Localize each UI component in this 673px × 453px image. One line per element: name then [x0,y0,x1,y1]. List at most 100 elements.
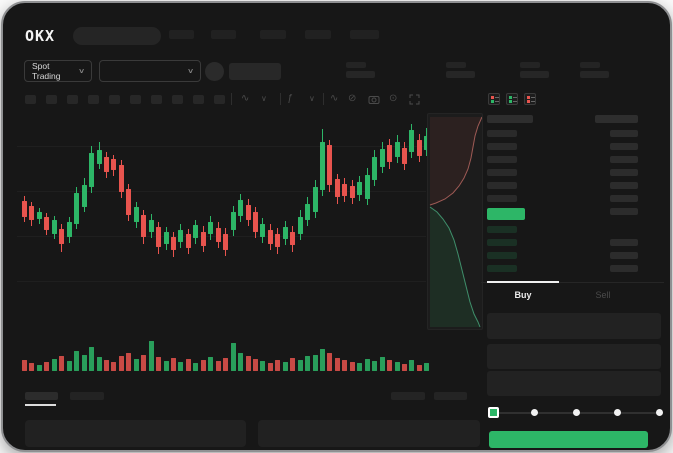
toolbar-item-placeholder[interactable] [67,95,78,104]
order-input-placeholder[interactable] [487,344,661,369]
toolbar-item-placeholder[interactable] [214,95,225,104]
volume-bar [133,359,139,371]
volume-bar [320,349,325,371]
market-type-dropdown[interactable]: Spot Trading ∨ [24,60,92,82]
candle-body [357,182,363,195]
buy-button[interactable] [489,431,648,448]
icon-bar-bottom [491,100,494,103]
nav-item-placeholder[interactable] [305,30,331,39]
order-input-placeholder[interactable] [487,371,661,396]
volume-bar [193,363,199,371]
fullscreen-icon[interactable] [409,94,420,105]
ask-amount-row [610,169,638,176]
candle-body [81,185,87,207]
toolbar-item-placeholder[interactable] [172,95,183,104]
ask-price-row[interactable] [487,169,517,176]
stat-label-placeholder [520,62,540,68]
bid-price-row[interactable] [487,265,517,272]
candle-body [171,237,176,250]
bid-price-row[interactable] [487,226,517,233]
volume-bar [424,363,430,371]
nav-item-placeholder[interactable] [350,30,379,39]
toolbar-item-placeholder[interactable] [130,95,141,104]
volume-bar [200,360,206,371]
candle-body [230,212,236,230]
order-input-placeholder[interactable] [487,313,661,339]
slider-step-dot[interactable] [531,409,538,416]
camera-icon[interactable] [368,94,380,104]
volume-bar [290,358,296,371]
candlestick-chart[interactable] [17,113,430,333]
search-input[interactable] [73,27,161,45]
volume-bar [297,360,303,371]
volume-bar [22,360,27,371]
ask-price-row[interactable] [487,182,517,189]
ask-price-row[interactable] [487,130,517,137]
ask-price-row[interactable] [487,143,517,150]
toolbar-item-placeholder[interactable] [46,95,57,104]
candle-body [178,230,184,242]
chevron-down-icon[interactable]: ∨ [309,94,315,103]
volume-bar [260,361,266,371]
chevron-down-icon[interactable]: ∨ [261,94,267,103]
toolbar-item-placeholder[interactable] [25,95,36,104]
ask-price-row[interactable] [487,156,517,163]
volume-bar [387,360,393,371]
bottom-tab-active[interactable] [25,392,58,400]
icon-bar-top [527,96,530,99]
volume-bar [156,357,162,371]
volume-bar [185,359,191,371]
candle-body [200,232,206,246]
candle-body [372,157,378,180]
bottom-tab-indicator [25,404,56,406]
bid-price-row[interactable] [487,239,517,246]
eraser-icon[interactable]: ⊘ [348,93,357,104]
stat-label-placeholder [346,62,366,68]
slider-handle[interactable] [488,407,499,418]
stat-value-placeholder [446,71,475,78]
candle-body [394,142,400,157]
volume-bar [379,357,385,371]
ask-price-row[interactable] [487,195,517,202]
bottom-tab[interactable] [70,392,104,400]
candle-style-icon[interactable]: ∿ [241,93,250,104]
pair-selector-dropdown[interactable]: ∨ [99,60,201,82]
indicator-icon[interactable]: ƒ [287,93,293,104]
bottom-action-placeholder[interactable] [434,392,467,400]
stat-value-placeholder [580,71,609,78]
tab-buy[interactable]: Buy [483,286,563,304]
volume-bar [74,351,80,371]
volume-bar [36,365,42,371]
nav-item-placeholder[interactable] [169,30,194,39]
candle-body [409,130,415,152]
volume-bar [342,360,348,371]
toolbar-item-placeholder[interactable] [151,95,162,104]
book-bids-view-icon[interactable] [506,93,518,105]
line-tool-icon[interactable]: ∿ [330,93,339,104]
book-combined-view-icon[interactable] [488,93,500,105]
volume-bar [178,362,184,371]
bottom-action-placeholder[interactable] [391,392,425,400]
last-price-bar[interactable] [487,208,525,220]
bid-price-row[interactable] [487,252,517,259]
slider-step-dot[interactable] [655,409,663,416]
volume-bar [238,353,244,371]
candle-body [96,150,102,164]
nav-item-placeholder[interactable] [211,30,236,39]
tab-sell[interactable]: Sell [563,286,643,304]
candle-body [334,179,340,197]
volume-bar [401,364,407,371]
candle-body [59,229,65,244]
book-asks-view-icon[interactable] [524,93,536,105]
ask-amount-row [610,130,638,137]
slider-step-dot[interactable] [614,409,621,416]
slider-step-dot[interactable] [572,409,580,416]
candle-body [44,217,50,230]
toolbar-item-placeholder[interactable] [88,95,99,104]
toolbar-item-placeholder[interactable] [193,95,204,104]
nav-item-placeholder[interactable] [260,30,286,39]
volume-bar [312,355,318,371]
volume-bar [215,361,221,371]
toolbar-item-placeholder[interactable] [109,95,120,104]
settings-icon[interactable]: ⊙ [389,93,398,104]
